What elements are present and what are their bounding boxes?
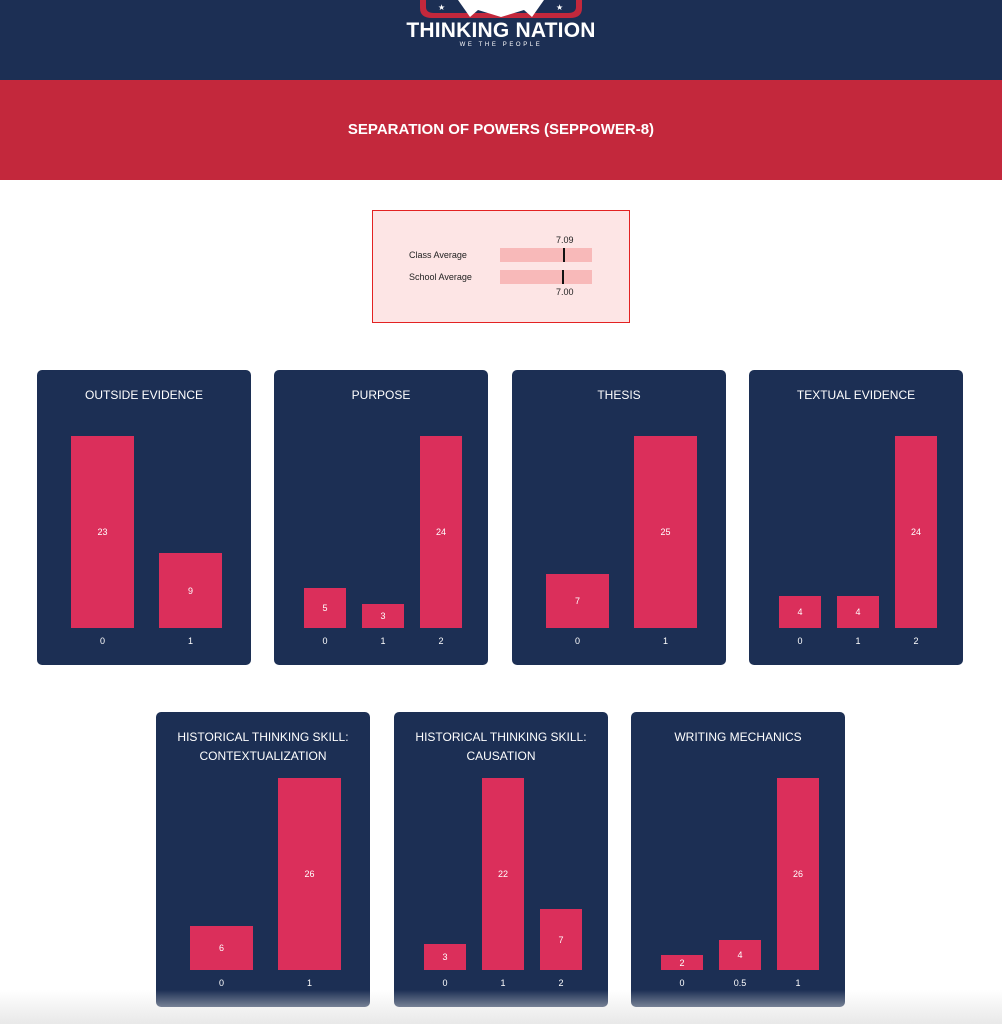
bar-value-label: 7 [558, 934, 564, 945]
chart-bar [482, 778, 524, 970]
logo-subtitle: WE THE PEOPLE [459, 42, 543, 48]
chart-bar [540, 909, 582, 970]
x-tick-label: 1 [855, 636, 861, 646]
logo-emblem-icon: ★ ★ [420, 0, 582, 18]
bar-value-label: 4 [797, 607, 803, 617]
x-tick-label: 0 [218, 978, 224, 988]
x-tick-label: 1 [306, 978, 312, 988]
bar-value-label: 4 [855, 607, 861, 617]
chart-bar [779, 596, 821, 628]
bar-value-label: 4 [737, 950, 743, 960]
bar-value-label: 24 [910, 527, 921, 537]
chart-bar [424, 944, 466, 970]
bar-value-label: 5 [322, 603, 328, 613]
x-tick-label: 0 [679, 978, 685, 988]
class-average-value: 7.09 [556, 235, 574, 245]
chart-title: PURPOSE [351, 388, 411, 402]
school-average-marker [562, 270, 564, 284]
school-average-value: 7.00 [556, 287, 574, 297]
page-title: SEPARATION OF POWERS (SEPPOWER-8) [347, 121, 655, 138]
chart-title: THESIS [597, 388, 641, 402]
bar-value-label: 2 [679, 957, 685, 968]
class-average-bar [500, 248, 592, 262]
x-tick-label: 0 [322, 636, 328, 646]
x-tick-label: 1 [380, 636, 386, 646]
bar-value-label: 26 [304, 869, 315, 879]
score-chart-card: TEXTUAL EVIDENCE 4 0 4 1 24 2 [749, 370, 963, 665]
school-average-bar [500, 270, 592, 284]
score-chart-card: OUTSIDE EVIDENCE 23 0 9 1 [37, 370, 251, 665]
chart-bar [895, 436, 937, 628]
x-tick-label: 1 [500, 978, 506, 988]
chart-bar [71, 436, 134, 628]
score-chart-card: HISTORICAL THINKING SKILL: CAUSATION 3 0 22… [394, 712, 608, 1007]
x-tick-label: 0 [442, 978, 448, 988]
chart-title: WRITING MECHANICS [674, 730, 802, 744]
score-chart-card: WRITING MECHANICS 2 0 4 0.5 26 1 [631, 712, 845, 1007]
chart-title: OUTSIDE EVIDENCE [84, 388, 204, 402]
svg-text:★: ★ [438, 3, 445, 12]
bar-value-label: 26 [792, 869, 803, 879]
bar-value-label: 3 [380, 611, 386, 621]
x-tick-label: 0 [574, 636, 580, 646]
chart-bar [661, 955, 703, 970]
bar-value-label: 7 [574, 596, 580, 606]
x-tick-label: 2 [913, 636, 919, 646]
bar-value-label: 6 [218, 943, 224, 953]
site-header: ★ ★ THINKING NATION WE THE PEOPLE [0, 0, 1002, 80]
school-average-label: School Average [409, 272, 472, 282]
chart-bar [777, 778, 819, 970]
x-tick-label: 1 [795, 978, 801, 988]
chart-title: HISTORICAL THINKING SKILL: CONTEXTUALIZA… [177, 730, 349, 763]
x-tick-label: 2 [438, 636, 444, 646]
bar-value-label: 3 [442, 952, 448, 962]
x-tick-label: 1 [662, 636, 668, 646]
chart-title: TEXTUAL EVIDENCE [796, 388, 916, 402]
class-average-marker [563, 248, 565, 262]
bar-value-label: 24 [435, 527, 446, 537]
x-tick-label: 0 [797, 636, 803, 646]
chart-bar [362, 604, 404, 628]
chart-bar [546, 574, 609, 628]
score-chart-card: PURPOSE 5 0 3 1 24 2 [274, 370, 488, 665]
chart-bar [719, 940, 761, 970]
averages-panel: 7.09 Class Average School Average 7.00 [372, 210, 630, 323]
bar-value-label: 23 [97, 527, 108, 537]
assignment-banner [0, 80, 1002, 180]
chart-title: HISTORICAL THINKING SKILL: CAUSATION [415, 730, 587, 763]
chart-bar [634, 436, 697, 628]
chart-bar [159, 553, 222, 628]
bar-value-label: 22 [497, 869, 508, 879]
bar-value-label: 25 [660, 527, 671, 537]
chart-bar [420, 436, 462, 628]
score-chart-card: HISTORICAL THINKING SKILL: CONTEXTUALIZA… [156, 712, 370, 1007]
score-chart-card: THESIS 7 0 25 1 [512, 370, 726, 665]
chart-bar [190, 926, 253, 970]
chart-bar [304, 588, 346, 628]
x-tick-label: 0 [99, 636, 105, 646]
x-tick-label: 1 [187, 636, 193, 646]
logo-title: THINKING NATION [406, 19, 596, 42]
x-tick-label: 2 [558, 978, 564, 988]
x-tick-label: 0.5 [733, 978, 747, 988]
chart-bar [837, 596, 879, 628]
chart-bar [278, 778, 341, 970]
class-average-label: Class Average [409, 250, 467, 260]
bar-value-label: 9 [187, 585, 193, 596]
svg-text:★: ★ [556, 3, 563, 12]
